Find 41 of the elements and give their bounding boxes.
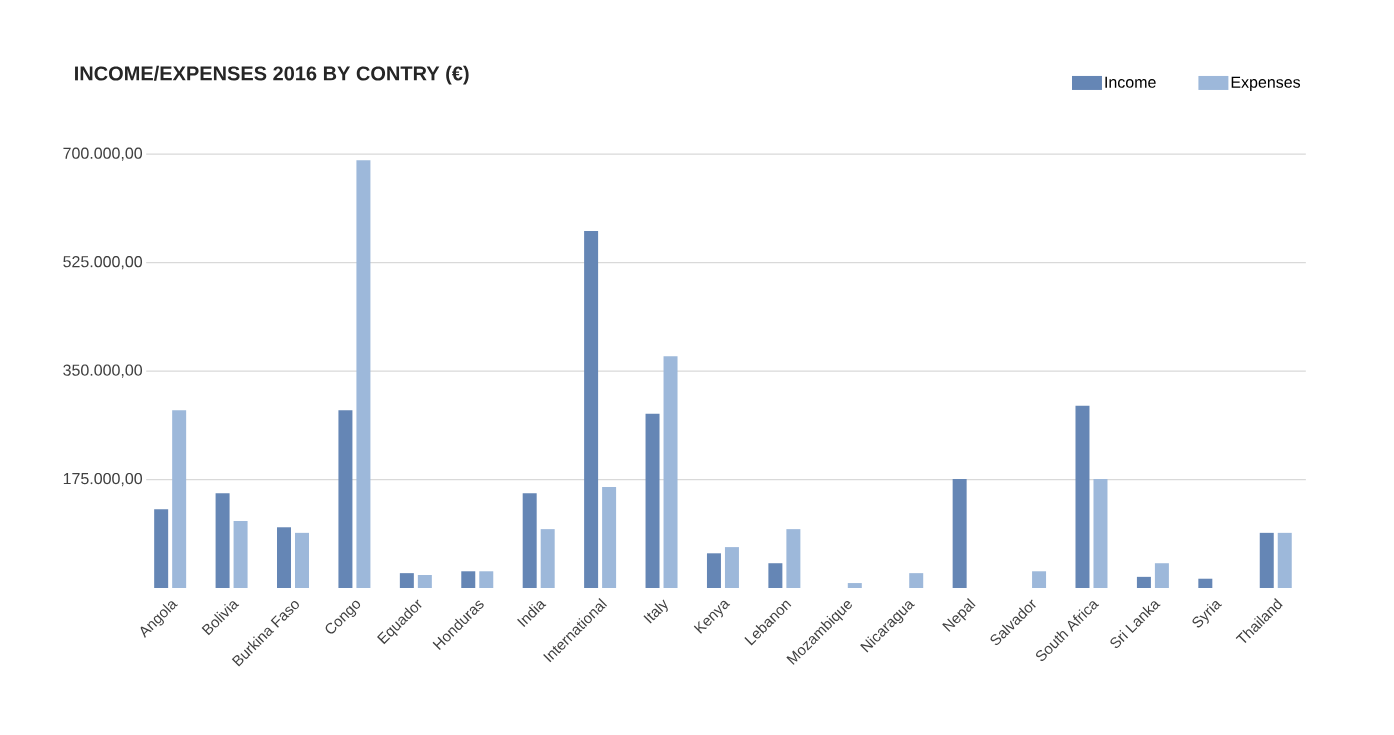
bar [768,563,783,588]
bar [417,574,432,588]
x-tick-label: Italy [643,599,668,624]
legend-label: Income [1105,76,1156,88]
bar [1277,532,1292,588]
bar [663,356,678,588]
bar [645,413,660,588]
bar [295,532,309,588]
bar [172,410,187,588]
bar [338,410,353,588]
bar [706,553,721,588]
bar [356,160,371,588]
bar [399,573,414,588]
bar [952,478,967,588]
bar [584,230,599,588]
bar [847,582,862,588]
bar [1259,532,1274,588]
bar [522,493,537,588]
bar [909,573,924,588]
bar [1093,478,1108,588]
bar [154,509,169,588]
bar [479,571,494,588]
bar [602,486,617,588]
bar [724,547,739,588]
legend-label: Expenses [1231,76,1301,91]
bar [1075,405,1090,588]
bar [1136,576,1151,588]
bar [1032,571,1047,588]
bar [277,527,291,588]
y-tick-label: 175.000,00 [63,472,143,487]
bar [461,571,476,588]
bar [1154,563,1169,588]
bar [786,529,801,588]
bar [1198,578,1213,588]
bar [233,521,248,588]
chart-title: INCOME/EXPENSES 2016 BY CONTRY (€) [75,65,469,85]
y-tick-label: 525.000,00 [63,255,143,270]
bar [540,529,555,588]
y-tick-label: 350.000,00 [63,364,143,378]
bar [215,493,230,588]
y-tick-label: 700.000,00 [63,147,143,161]
